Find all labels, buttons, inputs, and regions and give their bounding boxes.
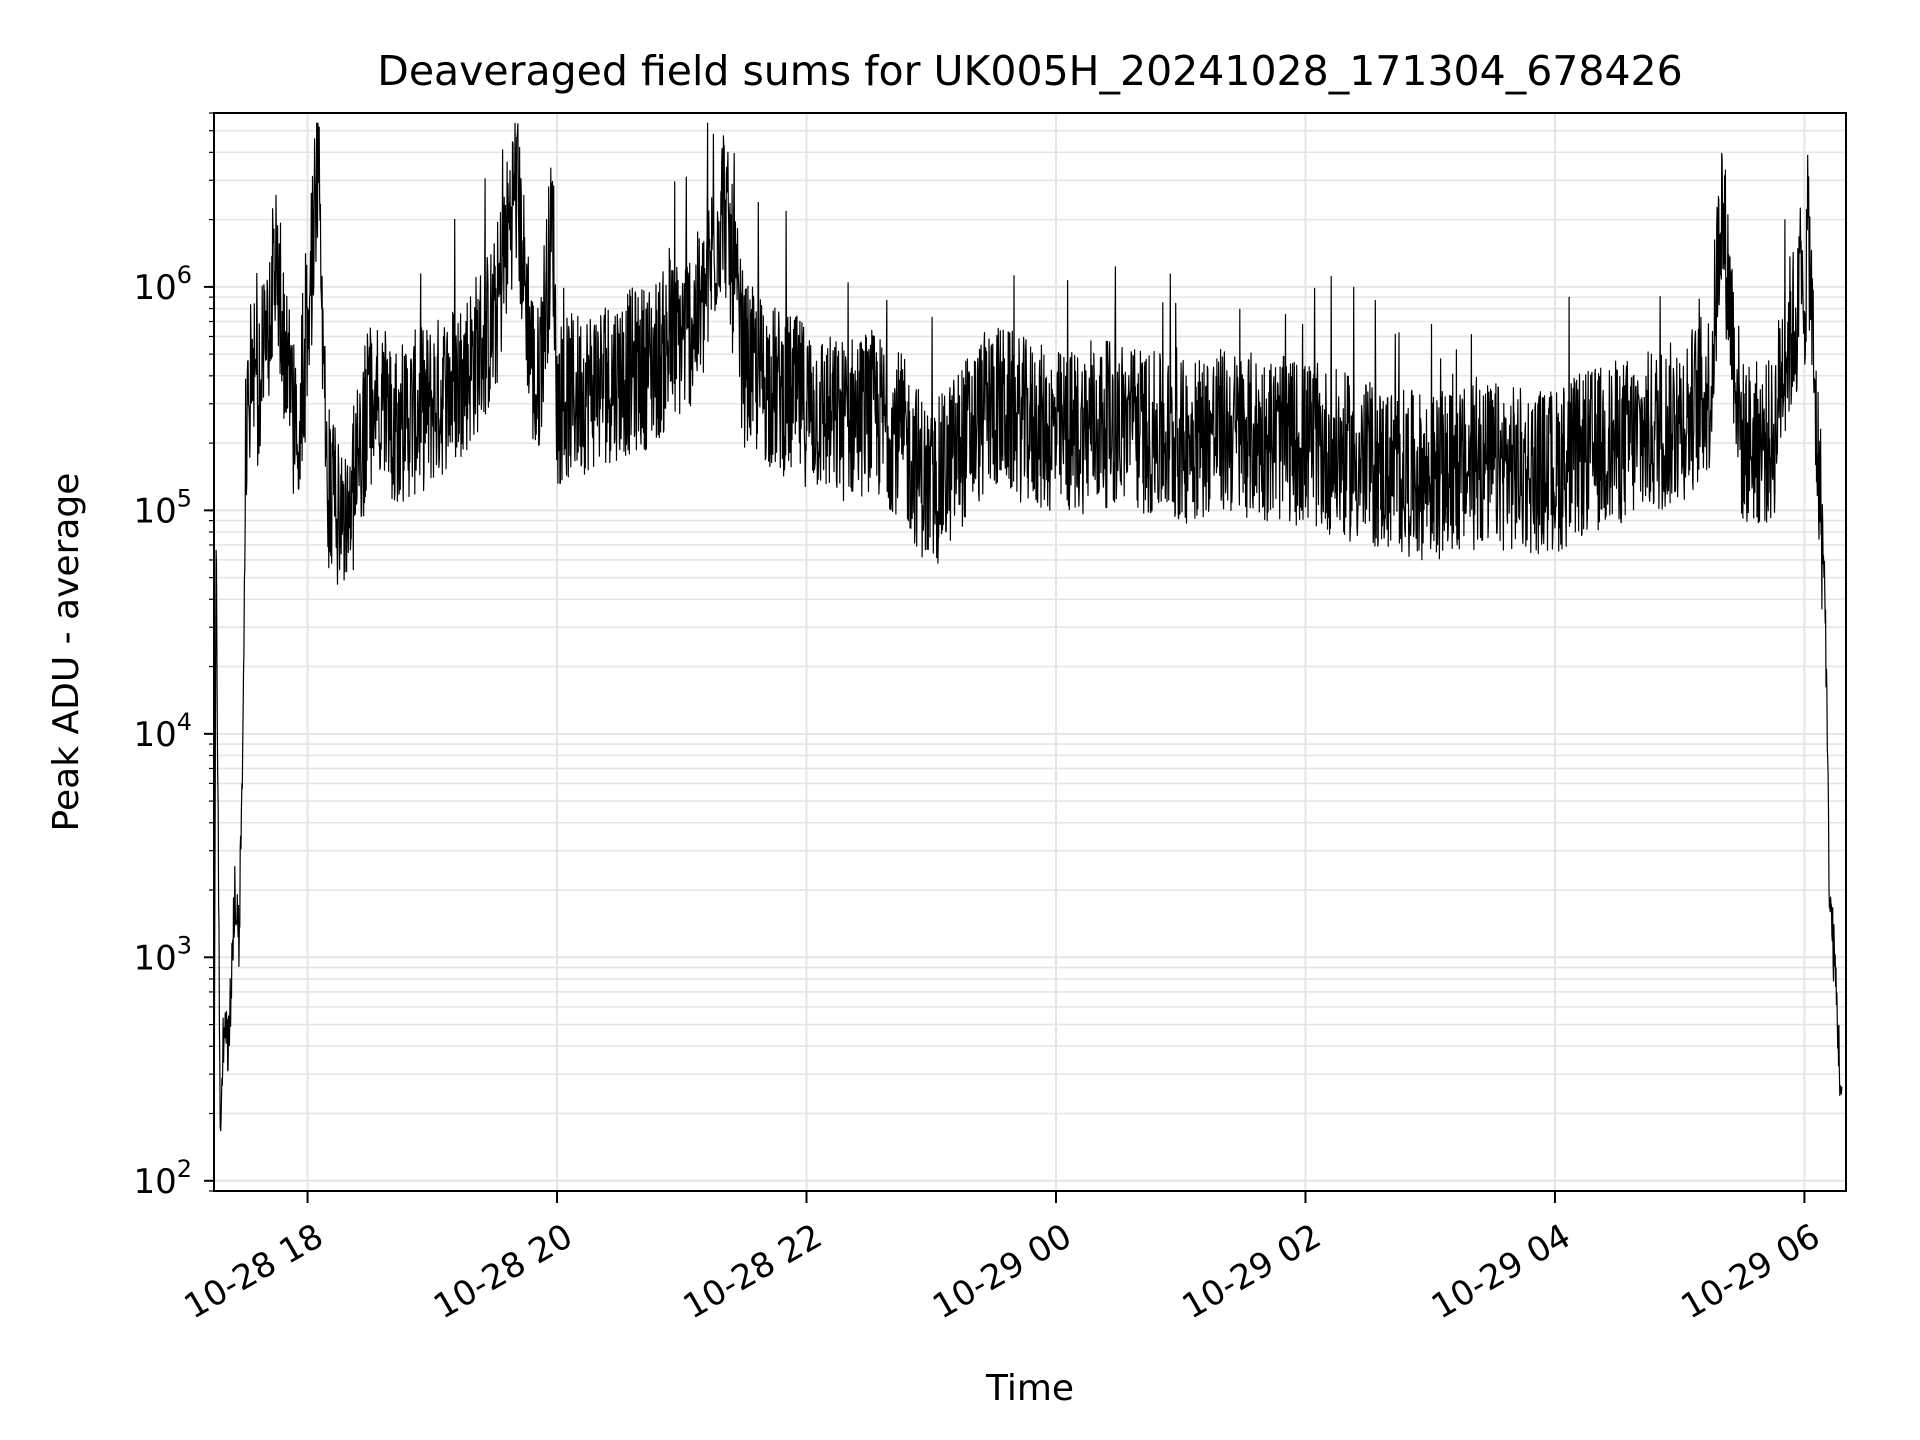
y-tick-label: 104 (133, 708, 192, 755)
x-tick-label: 10-29 06 (1675, 1216, 1827, 1327)
grid (214, 112, 1846, 1192)
y-tick-label: 103 (133, 931, 192, 978)
plot-frame (213, 112, 1847, 1192)
y-tick-exponent: 6 (177, 261, 192, 289)
y-tick-label: 105 (133, 484, 192, 531)
line-series (213, 122, 1843, 1178)
y-tick-base: 10 (133, 268, 176, 308)
x-tick-label: 10-29 04 (1425, 1216, 1577, 1327)
x-tick-label: 10-29 00 (926, 1216, 1078, 1327)
y-tick-exponent: 2 (177, 1155, 192, 1183)
y-tick-label: 106 (133, 261, 192, 308)
x-tick-label: 10-28 22 (677, 1216, 829, 1327)
x-axis-ticks: 10-28 18 10-28 20 10-28 22 10-29 00 10-29 02… (178, 1191, 1827, 1327)
y-tick-base: 10 (133, 715, 176, 755)
x-axis-label: Time (985, 1368, 1074, 1409)
y-tick-label: 102 (133, 1155, 192, 1202)
y-tick-base: 10 (133, 938, 176, 978)
y-tick-exponent: 3 (177, 931, 192, 959)
x-tick-label: 10-28 20 (427, 1216, 579, 1327)
y-axis-label: Peak ADU - average (46, 473, 87, 832)
y-tick-base: 10 (133, 1162, 176, 1202)
y-tick-exponent: 4 (177, 708, 192, 736)
chart-title: Deaveraged field sums for UK005H_2024102… (377, 47, 1682, 95)
x-tick-label: 10-29 02 (1176, 1216, 1328, 1327)
y-tick-base: 10 (133, 491, 176, 531)
series-line (213, 122, 1843, 1178)
y-tick-exponent: 5 (177, 484, 192, 512)
x-tick-label: 10-28 18 (178, 1216, 330, 1327)
